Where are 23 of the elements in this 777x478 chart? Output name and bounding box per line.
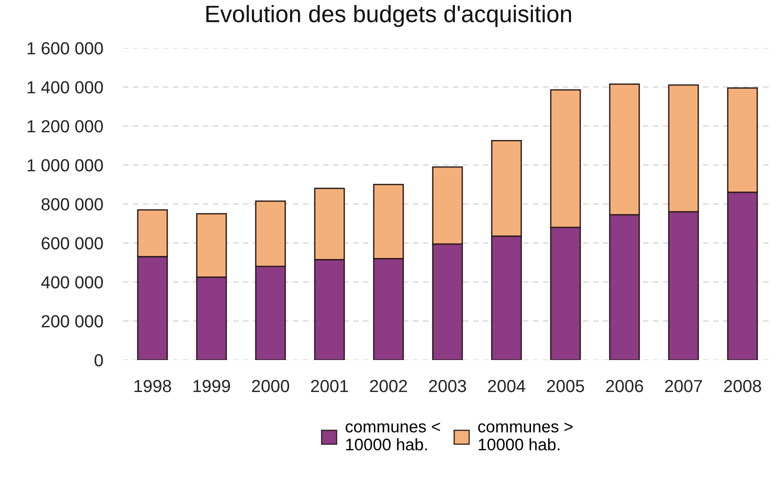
chart-title: Evolution des budgets d'acquisition bbox=[206, 4, 572, 28]
x-tick-label: 1999 bbox=[194, 380, 230, 392]
x-tick-label: 2008 bbox=[724, 380, 762, 392]
x-tick-label: 2007 bbox=[665, 380, 702, 392]
y-tick-label: 600 000 bbox=[42, 237, 103, 250]
x-tick-label: 2002 bbox=[370, 380, 407, 392]
x-tick-label: 2001 bbox=[311, 380, 348, 392]
legend-label: communes > 10000 hab. bbox=[478, 422, 573, 450]
x-tick-label: 2000 bbox=[252, 380, 290, 392]
y-tick-label: 200 000 bbox=[42, 315, 103, 328]
y-tick-label: 1 600 000 bbox=[28, 42, 103, 54]
y-tick-label: 800 000 bbox=[42, 198, 103, 210]
y-tick-label: 1 000 000 bbox=[28, 159, 103, 172]
legend-label: communes < 10000 hab. bbox=[346, 422, 440, 450]
y-tick-label: 400 000 bbox=[41, 276, 103, 288]
x-tick-label: 2004 bbox=[488, 380, 526, 392]
x-tick-label: 2006 bbox=[606, 380, 644, 392]
y-tick-label: 1 400 000 bbox=[28, 81, 103, 94]
y-tick-label: 0 bbox=[94, 354, 103, 366]
y-tick-label: 1 200 000 bbox=[28, 120, 103, 132]
x-tick-label: 2005 bbox=[547, 380, 584, 392]
x-tick-label: 2003 bbox=[429, 380, 466, 392]
x-tick-label: 1998 bbox=[134, 380, 172, 392]
